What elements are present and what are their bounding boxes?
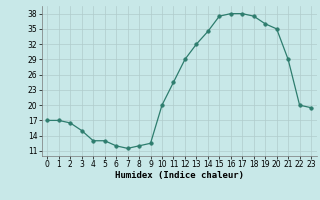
X-axis label: Humidex (Indice chaleur): Humidex (Indice chaleur)	[115, 171, 244, 180]
